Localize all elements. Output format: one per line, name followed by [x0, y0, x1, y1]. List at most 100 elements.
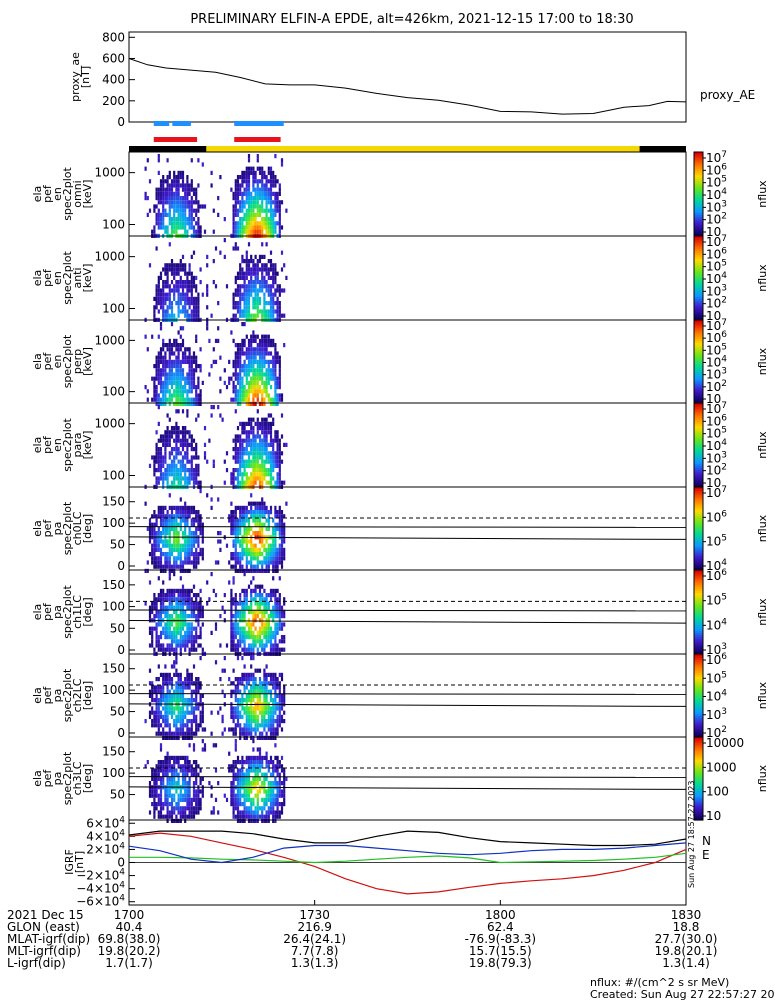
spectrogram-cell — [265, 630, 268, 635]
spectrogram-cell — [234, 208, 237, 213]
spectrogram-cell — [234, 389, 237, 394]
colorbar-cell — [694, 712, 703, 715]
colorbar-cell — [694, 382, 703, 385]
spectrogram-cell — [254, 351, 257, 356]
spectrogram-cell — [164, 760, 167, 765]
spectrogram-cell — [272, 372, 275, 377]
spectrogram-cell — [261, 593, 264, 598]
spectrogram-cell — [162, 681, 165, 686]
spectrogram-cell — [254, 313, 257, 318]
spectrogram-cell — [254, 476, 257, 481]
spectrogram-cell — [192, 552, 196, 557]
spectrogram-cell — [258, 522, 262, 527]
spectrogram-cell — [157, 280, 160, 285]
spectrogram-cell — [265, 368, 268, 373]
spectrogram-cell — [258, 267, 262, 272]
spectrogram-cell — [236, 187, 240, 192]
spectrogram-cell — [170, 647, 174, 652]
spectrogram-cell — [195, 510, 198, 515]
spectrogram-cell — [234, 187, 237, 192]
spectrogram-cell — [192, 609, 196, 614]
colorbar-cell — [694, 369, 703, 373]
spectrogram-cell — [146, 158, 149, 163]
spectrogram-cell — [254, 447, 257, 452]
spectrogram-cell — [175, 735, 178, 740]
spectrogram-cell — [243, 459, 246, 464]
spectrogram-cell — [210, 710, 213, 715]
spectrogram-cell — [155, 196, 158, 201]
spectrogram-cell — [272, 343, 275, 348]
spectrogram-cell — [245, 476, 248, 481]
spectrogram-cell — [269, 183, 273, 188]
spectrogram-cell — [269, 434, 273, 439]
spectrogram-cell — [247, 280, 251, 285]
spectrogram-cell — [190, 672, 193, 677]
spectrogram-cell — [258, 225, 262, 230]
spectrogram-cell — [195, 693, 198, 698]
spectrogram-cell — [155, 560, 158, 565]
spectrogram-cell — [269, 397, 273, 402]
spectrogram-cell — [179, 359, 182, 364]
colorbar-cell — [694, 630, 703, 634]
science-zone-red-bar — [234, 137, 281, 142]
spectrogram-cell — [175, 401, 178, 406]
spectrogram-cell — [256, 719, 259, 724]
spectrogram-cell — [170, 793, 174, 798]
spectrogram-cell — [184, 225, 187, 230]
spectrogram-cell — [166, 698, 169, 703]
spectrogram-cell — [269, 187, 273, 192]
spectrogram-cell — [186, 476, 189, 481]
spectrogram-cell — [278, 597, 281, 602]
spectrogram-cell — [247, 793, 251, 798]
spectrogram-cell — [177, 543, 180, 548]
colorbar-label: nflux — [756, 514, 769, 542]
spectrogram-cell — [153, 605, 156, 610]
colorbar-cell — [694, 524, 703, 528]
ylabel-line: spec2plot — [61, 167, 74, 221]
spectrogram-cell — [261, 568, 264, 573]
spectrogram-cell — [157, 647, 160, 652]
spectrogram-cell — [236, 288, 240, 293]
spectrogram-cell — [261, 622, 264, 627]
spectrogram-cell — [261, 166, 264, 171]
spectrogram-cell — [181, 601, 185, 606]
spectrogram-cell — [175, 355, 178, 360]
spectrogram-cell — [162, 313, 165, 318]
spectrogram-cell — [256, 263, 259, 268]
spectrogram-cell — [170, 714, 174, 719]
spectrogram-cell — [190, 472, 193, 477]
spectrogram-cell — [195, 731, 198, 736]
spectrogram-cell — [159, 698, 163, 703]
spectrogram-cell — [234, 280, 237, 285]
spectrogram-cell — [247, 552, 251, 557]
spectrogram-cell — [188, 510, 191, 515]
spectrogram-cell — [278, 522, 281, 527]
spectrogram-cell — [241, 442, 244, 447]
spectrogram-cell — [188, 647, 191, 652]
spectrogram-cell — [179, 510, 182, 515]
ylabel-line: ch0LC — [71, 511, 84, 545]
spectrogram-cell — [179, 263, 182, 268]
spectrogram-cell — [269, 560, 273, 565]
spectrogram-cell — [254, 347, 257, 352]
spectrogram-cell — [195, 442, 198, 447]
spectrogram-cell — [168, 781, 171, 786]
spectrogram-cell — [267, 376, 270, 381]
spectrogram-cell — [181, 685, 185, 690]
spectrogram-cell — [159, 322, 163, 327]
spectrogram-cell — [173, 438, 176, 443]
spectrogram-cell — [236, 175, 240, 180]
spectrogram-cell — [170, 480, 174, 485]
spectrogram-cell — [265, 442, 268, 447]
spectrogram-cell — [197, 556, 200, 561]
spectrogram-cell — [170, 368, 174, 373]
ae-series-line — [128, 58, 687, 115]
spectrogram-cell — [179, 547, 182, 552]
spectrogram-cell — [188, 514, 191, 519]
spectrogram-cell — [239, 618, 242, 623]
spectrogram-cell — [190, 547, 193, 552]
spectrogram-cell — [177, 368, 180, 373]
spectrogram-cell — [157, 723, 160, 728]
spectrogram-cell — [239, 480, 242, 485]
spectrogram-cell — [250, 275, 253, 280]
